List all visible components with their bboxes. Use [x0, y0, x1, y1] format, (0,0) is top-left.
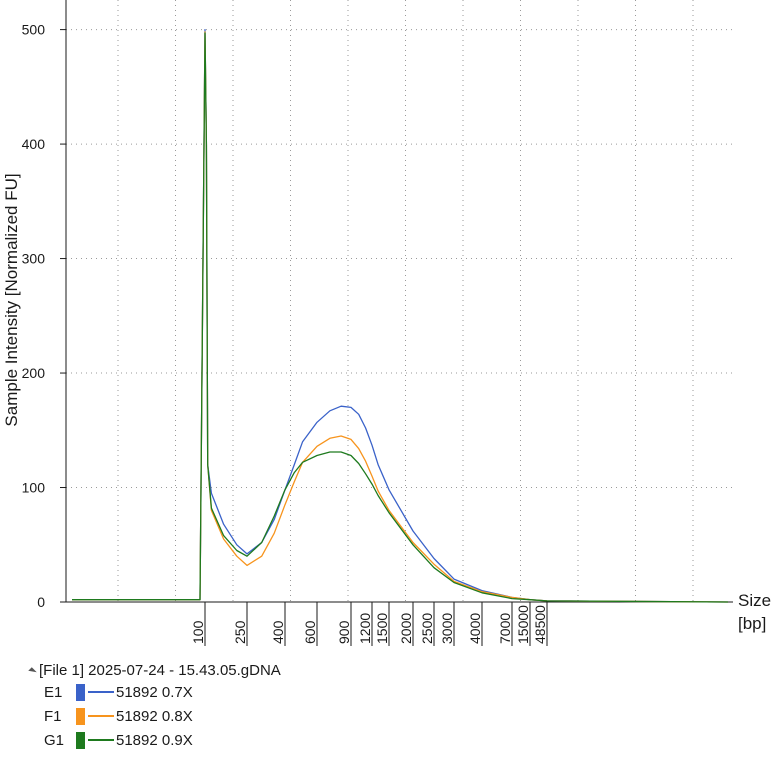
x-tick-label: 600 — [302, 620, 318, 644]
y-tick-label: 500 — [22, 22, 46, 38]
y-tick-label: 0 — [37, 594, 45, 610]
legend-item[interactable]: E1 51892 0.7X — [44, 680, 281, 704]
x-tick-label: 4000 — [467, 613, 483, 644]
x-tick-label: 2500 — [419, 613, 435, 644]
legend-file-label: [File 1] 2025-07-24 - 15.43.05.gDNA — [39, 661, 281, 679]
legend-well-id: G1 — [44, 731, 65, 749]
x-axis: 100 250 400 600 900 1200 1500 2000 2500 3000 4000 7… — [66, 601, 733, 646]
x-tick-label: 1500 — [374, 613, 390, 644]
series-line — [72, 31, 729, 603]
x-tick-label: 400 — [270, 620, 286, 644]
y-axis: 0 100 200 300 400 500 — [22, 0, 67, 610]
y-axis-title: Sample Intensity [Normalized FU] — [2, 173, 21, 426]
series-layer — [72, 28, 729, 603]
legend-line-sample — [88, 691, 114, 693]
legend-swatch — [76, 683, 85, 701]
legend-well-id: F1 — [44, 707, 62, 725]
x-tick-label: 48500 — [532, 605, 548, 644]
series-line — [72, 32, 729, 603]
y-tick-label: 100 — [22, 480, 46, 496]
legend-item[interactable]: F1 51892 0.8X — [44, 704, 281, 728]
legend-swatch — [76, 707, 85, 725]
legend-item-label: 51892 0.9X — [116, 731, 193, 749]
legend-swatch — [76, 731, 85, 749]
y-tick-label: 400 — [22, 136, 46, 152]
legend-item-label: 51892 0.7X — [116, 683, 193, 701]
x-tick-label: 1200 — [357, 613, 373, 644]
legend-line-sample — [88, 715, 114, 717]
x-axis-title: Size — [738, 591, 771, 610]
legend-item-label: 51892 0.8X — [116, 707, 193, 725]
x-tick-label: 7000 — [497, 613, 513, 644]
x-tick-label: 100 — [190, 620, 206, 644]
x-axis-unit: [bp] — [738, 614, 766, 633]
y-tick-label: 300 — [22, 251, 46, 267]
x-tick-label: 15000 — [515, 605, 531, 644]
collapse-triangle-icon[interactable] — [28, 666, 37, 676]
legend-line-sample — [88, 739, 114, 741]
legend-well-id: E1 — [44, 683, 63, 701]
x-tick-label: 2000 — [398, 613, 414, 644]
grid — [66, 0, 733, 602]
legend: [File 1] 2025-07-24 - 15.43.05.gDNA E1 5… — [28, 660, 281, 752]
x-tick-label: 900 — [336, 620, 352, 644]
legend-item[interactable]: G1 51892 0.9X — [44, 728, 281, 752]
x-tick-label: 3000 — [439, 613, 455, 644]
y-tick-label: 200 — [22, 365, 46, 381]
series-line — [72, 28, 729, 603]
legend-file-group[interactable]: [File 1] 2025-07-24 - 15.43.05.gDNA — [28, 660, 281, 680]
x-tick-label: 250 — [232, 620, 248, 644]
